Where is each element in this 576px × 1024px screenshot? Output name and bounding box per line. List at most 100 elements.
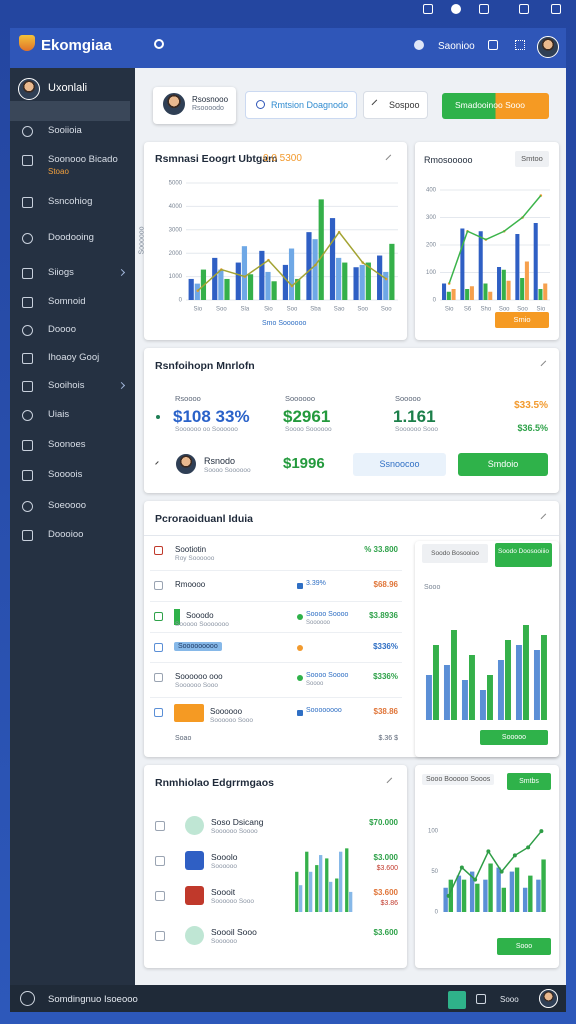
status-label: Somdingnuo Isoeooo: [48, 994, 138, 1005]
amount: $1996: [283, 455, 325, 472]
icon: [185, 816, 204, 835]
sidebar-item[interactable]: Somnoid: [48, 296, 86, 307]
footer-button[interactable]: Sooo: [497, 938, 551, 955]
icon: [22, 353, 33, 364]
row-amount: $68.96: [373, 580, 398, 589]
sidebar-item[interactable]: Doooioo: [48, 529, 84, 540]
icon: [476, 994, 486, 1004]
sidebar-item[interactable]: Ihoaoy Gooj: [48, 352, 100, 363]
row-amount: $38.86: [373, 707, 398, 716]
icon: [22, 268, 33, 279]
row-name: Sootiotin: [175, 545, 207, 554]
icon: [19, 35, 35, 51]
icon: [174, 609, 180, 625]
row-name: Soooooo: [210, 707, 243, 716]
row-amount: $336%: [373, 642, 398, 651]
row-sub: Soooooo Sooo: [210, 717, 254, 724]
icon: [22, 501, 33, 512]
sidebar: [10, 68, 135, 985]
app-name: Ekomgiaa: [41, 37, 112, 54]
row-sub: Soooooo Sooo: [211, 898, 255, 905]
icon: [154, 643, 163, 652]
sidebar-highlight: [10, 101, 130, 121]
icon: [297, 675, 303, 681]
icon: [515, 40, 525, 50]
primary-button[interactable]: Smdoio: [458, 453, 548, 476]
icon: [155, 931, 165, 941]
action-text: Smadooinoo Sooo: [455, 100, 525, 110]
stat-value: $108 33%: [173, 407, 250, 426]
icon: [154, 39, 164, 49]
card: [144, 765, 407, 968]
action-button[interactable]: [442, 93, 549, 119]
card: [415, 541, 559, 757]
icon: [154, 612, 163, 621]
sidebar-item[interactable]: Soonooo Bicado: [48, 154, 118, 165]
card-button[interactable]: Smtbs: [507, 773, 551, 790]
header: [10, 28, 566, 68]
status-badge: Sooo: [500, 995, 519, 1004]
stat-sub: Soooooo oo Soooooo: [175, 426, 238, 433]
icon: [22, 410, 33, 421]
secondary-button[interactable]: Ssnoocoo: [353, 453, 446, 476]
sidebar-user: Uxonlali: [48, 82, 88, 94]
row-pill: Sooooooooo: [174, 642, 222, 651]
icon: [519, 4, 529, 14]
row-amount: % 33.800: [364, 545, 398, 554]
icon: [20, 991, 35, 1006]
row-name: Sooodo: [186, 611, 214, 620]
footer-button[interactable]: Sooooo: [480, 730, 548, 745]
row-name: Soooil Sooo: [211, 927, 257, 937]
row-name: Rmoooo: [175, 580, 206, 589]
icon: [155, 821, 165, 831]
filter-text: Sospoo: [389, 100, 420, 110]
row-sub: Roy Soooooo: [175, 555, 215, 562]
row-amount: $3.8936: [369, 611, 398, 620]
row-name: Soso Dsicang: [211, 817, 264, 827]
icon: [488, 40, 498, 50]
icon: [154, 708, 163, 717]
icon: [156, 415, 160, 419]
card-button[interactable]: Soodo Bosooioo: [422, 544, 488, 563]
row-status-sub: Soooooo: [306, 620, 331, 626]
stat-label: Rsoooo: [175, 394, 201, 403]
icon: [155, 856, 165, 866]
row-amount: $336%: [373, 672, 398, 681]
sidebar-item[interactable]: Uiais: [48, 409, 70, 420]
footer-button[interactable]: Smio: [495, 312, 549, 328]
avatar: [537, 36, 559, 58]
sidebar-item[interactable]: Doodooing: [48, 232, 94, 243]
card-button[interactable]: Smtoo: [515, 151, 549, 167]
sidebar-item[interactable]: Soeoooo: [48, 500, 87, 511]
row-status-sub: Soooo: [306, 681, 324, 687]
stat-value: 1.161: [393, 407, 436, 426]
header-link[interactable]: Saonioo: [438, 41, 475, 52]
row-amount: $3.000: [373, 853, 398, 862]
sidebar-badge: Stoao: [48, 167, 69, 176]
sidebar-item[interactable]: Sooihois: [48, 380, 85, 391]
icon: [22, 297, 33, 308]
row-amount: $70.000: [369, 818, 398, 827]
sidebar-item[interactable]: Ssncohiog: [48, 196, 93, 207]
row-divider: [150, 697, 402, 698]
card-button[interactable]: Soodo Doosooiiio: [495, 543, 552, 567]
row-amount: $3.600: [373, 888, 398, 897]
sidebar-item[interactable]: Siiogs: [48, 267, 74, 278]
sidebar-item[interactable]: Soooois: [48, 469, 83, 480]
row-divider: [150, 601, 402, 602]
row-name: Soooooo ooo: [175, 672, 223, 681]
stat-sub: Soooooo Sooo: [395, 426, 439, 433]
row-amount-sub: $3.86: [380, 900, 398, 907]
sidebar-item[interactable]: Sooiioia: [48, 125, 82, 136]
icon: [22, 155, 33, 166]
avatar: [18, 78, 40, 100]
sidebar-item[interactable]: Doooo: [48, 324, 76, 335]
avatar: [539, 989, 558, 1008]
sidebar-item[interactable]: Soonoes: [48, 439, 86, 450]
row-status: 3.39%: [306, 580, 326, 587]
row-sub: Soooooo Sooo: [175, 682, 219, 689]
icon: [297, 614, 303, 620]
filter-chip[interactable]: [363, 91, 428, 119]
card-title: Rmosooooo: [424, 155, 473, 165]
